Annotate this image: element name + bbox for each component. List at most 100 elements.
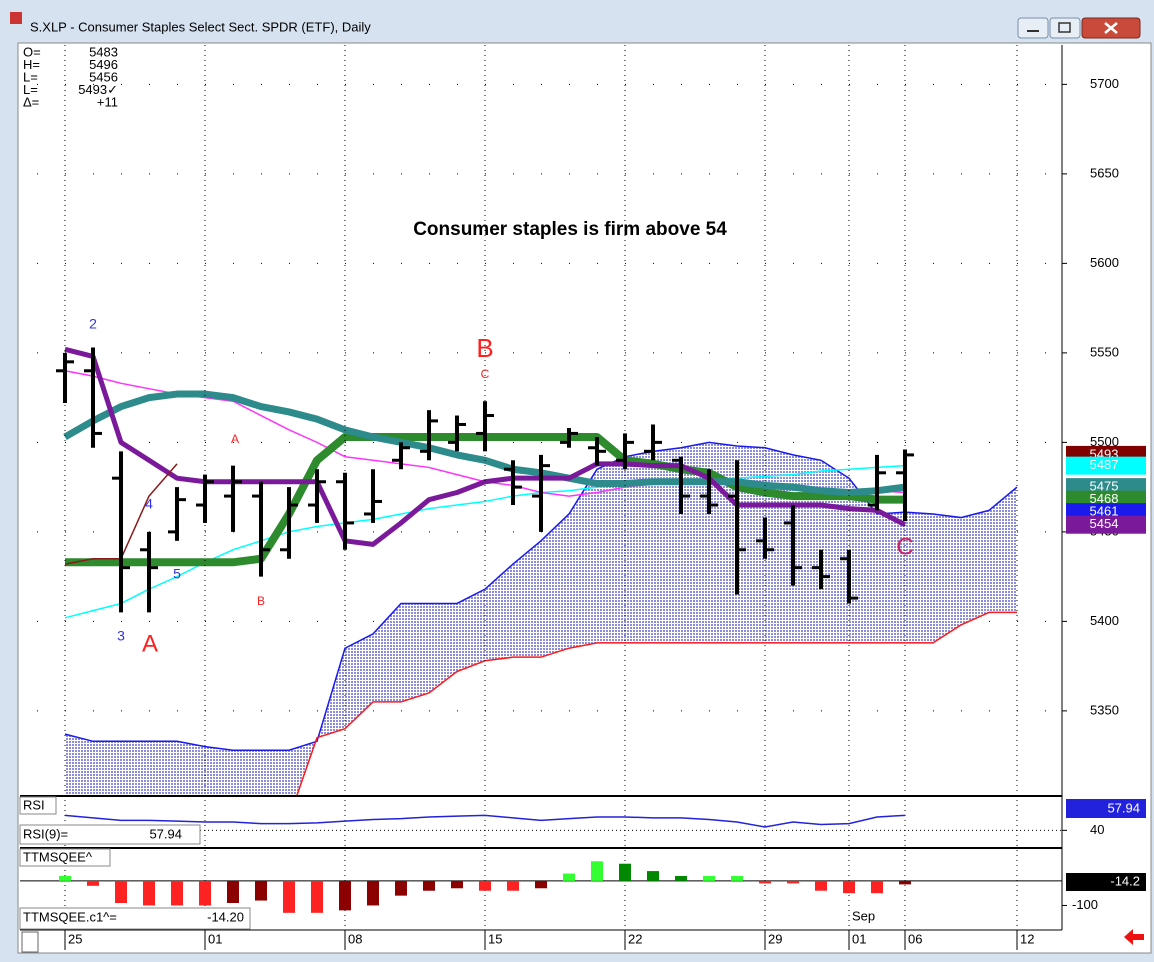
header-label: L= — [23, 69, 38, 84]
histogram-bar — [423, 880, 435, 891]
y-tick-label: 5600 — [1090, 255, 1119, 270]
header-value: 5493✓ — [78, 82, 118, 97]
wave-label: A — [231, 432, 239, 446]
x-tick-label: 01 — [208, 931, 222, 946]
histogram-bar — [507, 880, 519, 891]
header-value: 5483 — [89, 44, 118, 59]
legend-box — [19, 824, 201, 845]
histogram-bar — [675, 876, 687, 881]
y-tick-label: -100 — [1072, 897, 1098, 912]
rsi-line — [64, 814, 906, 828]
wave-label: 5 — [173, 566, 181, 582]
wave-label: 2 — [89, 316, 97, 332]
cloud-fill — [65, 442, 1017, 795]
histogram-bar — [815, 880, 827, 891]
x-tick-label: 15 — [488, 931, 502, 946]
histogram-bar — [199, 880, 211, 906]
x-tick-label: 01 — [852, 931, 866, 946]
histogram-bar — [843, 880, 855, 894]
scroll-arrow[interactable] — [1124, 929, 1144, 945]
histogram-bar — [563, 873, 575, 881]
pane-title: RSI — [23, 797, 45, 812]
wave-label: B — [257, 594, 265, 608]
minimize-button[interactable] — [1017, 17, 1049, 39]
legend-value: -14.20 — [207, 909, 244, 924]
histogram-bar — [115, 880, 127, 903]
histogram-bar — [339, 880, 351, 911]
cloud-line — [296, 611, 1017, 795]
y-tick-label: 5700 — [1090, 76, 1119, 91]
price-tag-label: 5487 — [1090, 457, 1119, 472]
wave-label: B — [476, 333, 493, 363]
y-tick-label: 5550 — [1090, 344, 1119, 359]
y-tick-label: 40 — [1090, 822, 1104, 837]
header-label: O= — [23, 44, 41, 59]
histogram-bar — [619, 863, 631, 881]
header-label: Δ= — [23, 94, 39, 109]
y-tick-label: 5500 — [1090, 434, 1119, 449]
y-tick-label: 5350 — [1090, 702, 1119, 717]
histogram-bar — [703, 876, 715, 881]
wave-label: A — [142, 630, 158, 657]
maximize-icon — [1058, 22, 1071, 33]
month-label: Sep — [852, 908, 875, 923]
histogram-bar — [731, 876, 743, 881]
x-tick-label: 22 — [628, 931, 642, 946]
wave-label: C — [481, 367, 490, 381]
histogram-bar — [59, 876, 71, 881]
wave-label: 3 — [117, 628, 125, 644]
pane-title-box — [19, 848, 111, 867]
histogram-bar — [283, 880, 295, 913]
header-label: H= — [23, 57, 40, 72]
chart-annotation-title: Consumer staples is firm above 54 — [413, 219, 727, 240]
price-tag-label: 5475 — [1090, 479, 1119, 494]
histogram-bar — [143, 880, 155, 906]
y-tick-label: 5400 — [1090, 613, 1119, 628]
histogram-bar — [171, 880, 183, 906]
value-tag — [1066, 799, 1146, 818]
maximize-button[interactable] — [1049, 17, 1081, 39]
histogram-bar — [227, 880, 239, 903]
close-icon — [1104, 22, 1118, 34]
scroll-box[interactable] — [21, 931, 39, 953]
histogram-bar — [899, 880, 911, 885]
histogram-bar — [87, 880, 99, 886]
histogram-bar — [591, 861, 603, 881]
header-label: L= — [23, 82, 38, 97]
pane-title: TTMSQEE^ — [23, 849, 93, 864]
histogram-bar — [871, 880, 883, 894]
value-tag-label: 57.94 — [1107, 800, 1140, 815]
x-tick-label: 12 — [1020, 931, 1034, 946]
legend-value: 57.94 — [149, 826, 182, 841]
histogram-bar — [787, 880, 799, 884]
pane-title-box — [19, 796, 57, 815]
header-value: 5496 — [89, 57, 118, 72]
value-tag — [1066, 873, 1146, 891]
histogram-bar — [255, 880, 267, 901]
price-tag — [1066, 456, 1146, 475]
wave-label: C — [896, 533, 913, 560]
price-tag — [1066, 515, 1146, 534]
legend-label: TTMSQEE.c1^= — [23, 909, 117, 924]
histogram-bar — [311, 880, 323, 913]
x-tick-label: 29 — [768, 931, 782, 946]
x-tick-label: 25 — [68, 931, 82, 946]
value-tag-label: -14.2 — [1110, 873, 1140, 888]
histogram-bar — [647, 871, 659, 881]
y-tick-label: 5650 — [1090, 165, 1119, 180]
histogram-bar — [759, 880, 771, 884]
histogram-bar — [367, 880, 379, 906]
x-tick-label: 06 — [908, 931, 922, 946]
legend-box — [19, 907, 251, 930]
histogram-bar — [479, 880, 491, 891]
x-tick-label: 08 — [348, 931, 362, 946]
histogram-bar — [535, 880, 547, 889]
price-tag-label: 5461 — [1090, 504, 1119, 519]
header-value: 5456 — [89, 69, 118, 84]
header-value: +11 — [97, 94, 118, 109]
app-icon — [10, 12, 22, 24]
price-tag-label: 5454 — [1090, 516, 1119, 531]
price-tag-label: 5468 — [1090, 491, 1119, 506]
histogram-bar — [451, 880, 463, 889]
